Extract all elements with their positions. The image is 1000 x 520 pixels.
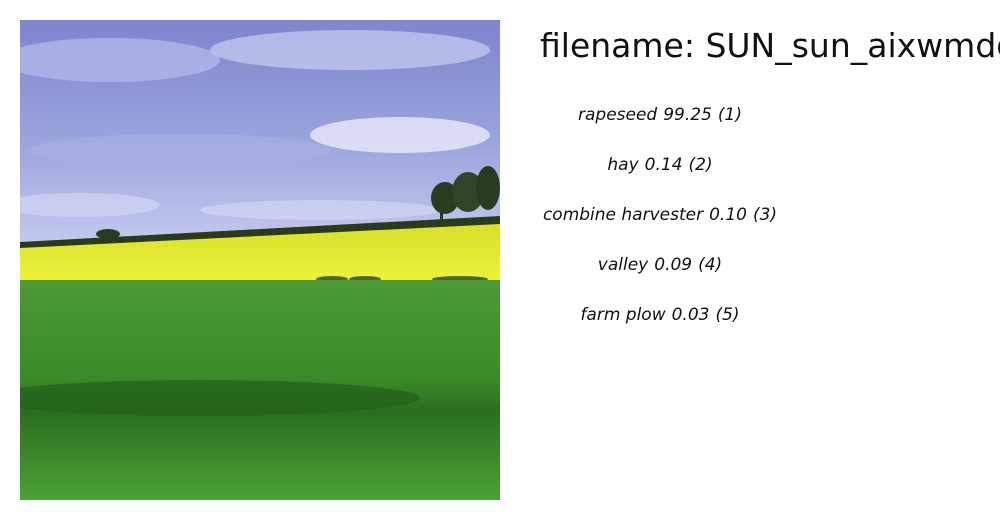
filename-title: filename: SUN_sun_aixwmdg: [540, 26, 1000, 65]
prediction-score: 0.03: [671, 305, 710, 325]
filename-prefix: filename:: [540, 26, 706, 65]
prediction-label: rapeseed: [578, 105, 658, 125]
prediction-score: 0.10: [709, 205, 747, 225]
prediction-rank: (2): [688, 155, 713, 175]
filename-value: SUN_sun_aixwmdg: [705, 26, 1000, 65]
prediction-rank: (1): [717, 105, 742, 125]
field-photo-graphic: [20, 20, 500, 500]
prediction-item: farm plow 0.03 (5): [540, 300, 780, 350]
prediction-label: combine harvester: [542, 205, 704, 225]
prediction-rank: (3): [752, 205, 778, 225]
prediction-score: 0.14: [644, 155, 683, 175]
prediction-list: rapeseed 99.25 (1) hay 0.14 (2) combine harv…: [540, 100, 780, 350]
prediction-score: 99.25: [663, 105, 712, 125]
prediction-rank: (5): [715, 305, 740, 325]
prediction-label: valley: [597, 255, 649, 275]
prediction-item: rapeseed 99.25 (1): [540, 100, 780, 150]
prediction-item: combine harvester 0.10 (3): [540, 200, 780, 250]
prediction-rank: (4): [698, 255, 723, 275]
prediction-item: hay 0.14 (2): [540, 150, 780, 200]
prediction-label: hay: [607, 155, 639, 175]
prediction-item: valley 0.09 (4): [540, 250, 780, 300]
prediction-score: 0.09: [654, 255, 693, 275]
prediction-label: farm plow: [580, 305, 666, 325]
field-photo: [20, 20, 500, 500]
